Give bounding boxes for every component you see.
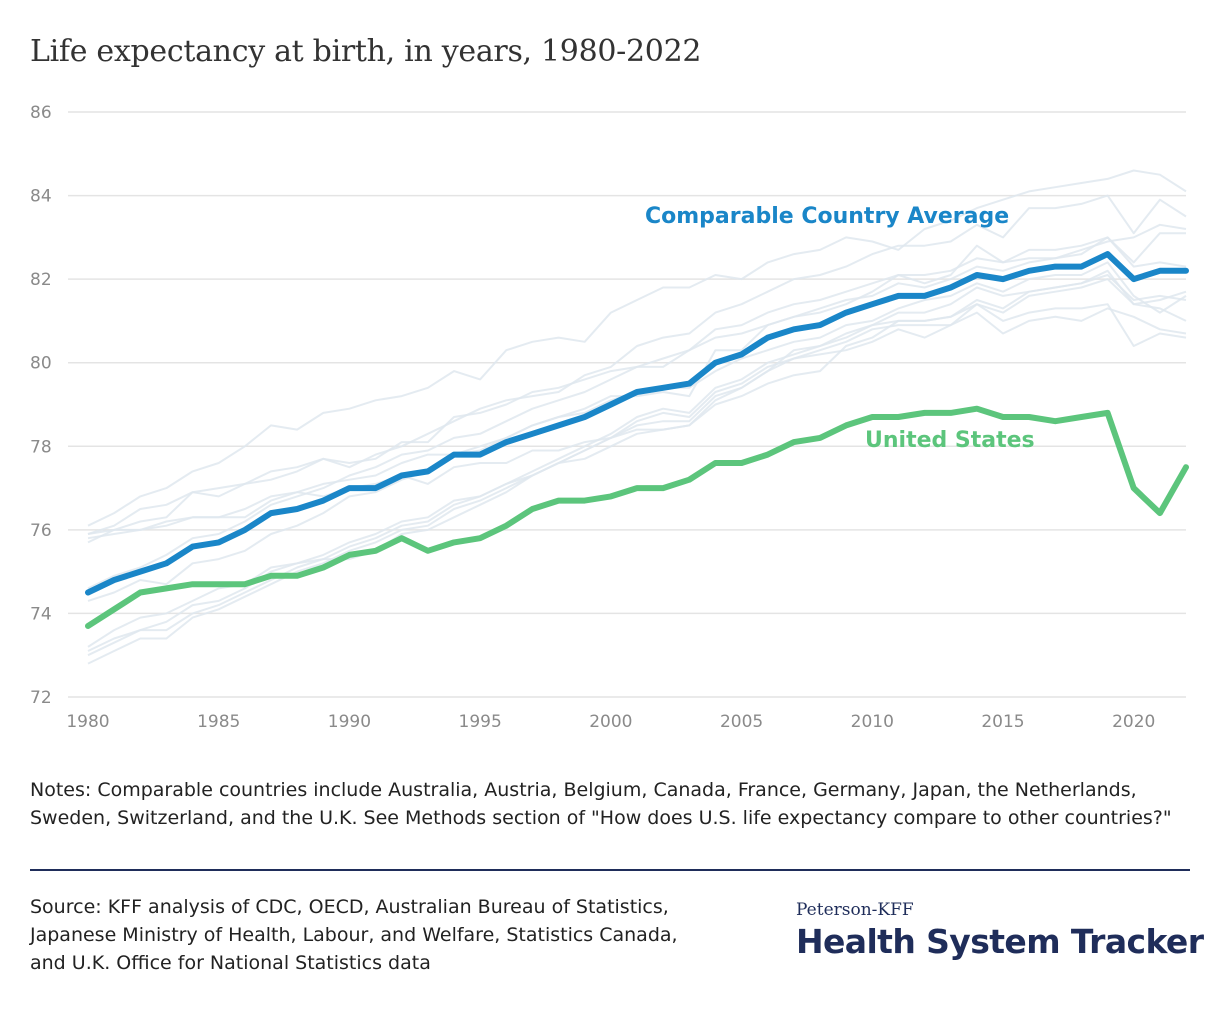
main-series-lines bbox=[85, 251, 1189, 629]
x-tick-label: 1990 bbox=[328, 712, 371, 732]
y-axis: 72 74 76 78 80 82 84 86 bbox=[30, 103, 52, 708]
background-country-line-8 bbox=[87, 232, 1186, 535]
chart-notes: Notes: Comparable countries include Aust… bbox=[30, 779, 1172, 829]
chart-source: Source: KFF analysis of CDC, OECD, Austr… bbox=[30, 896, 678, 974]
background-country-line-5 bbox=[87, 307, 1187, 652]
x-tick-label: 1980 bbox=[66, 712, 109, 732]
background-country-line-6 bbox=[87, 169, 1187, 527]
y-tick-label: 76 bbox=[30, 521, 52, 541]
background-country-line-2 bbox=[87, 274, 1187, 657]
x-tick-label: 1985 bbox=[197, 712, 240, 732]
x-tick-label: 2000 bbox=[589, 712, 632, 732]
x-tick-label: 1995 bbox=[459, 712, 502, 732]
y-tick-label: 72 bbox=[30, 688, 52, 708]
series-label-us: United States bbox=[865, 428, 1035, 453]
background-country-line-3 bbox=[87, 261, 1187, 540]
x-tick-label: 2005 bbox=[720, 712, 763, 732]
background-country-line-1 bbox=[87, 278, 1187, 665]
logo-health-system-tracker: Health System Tracker bbox=[796, 922, 1204, 961]
y-tick-label: 78 bbox=[30, 437, 52, 457]
united-states-line bbox=[85, 405, 1189, 629]
background-country-lines bbox=[87, 169, 1187, 665]
y-tick-label: 84 bbox=[30, 187, 52, 207]
x-tick-label: 2015 bbox=[981, 712, 1024, 732]
x-axis: 1980 1985 1990 1995 2000 2005 2010 2015 2020 bbox=[66, 712, 1155, 732]
series-label-comparable: Comparable Country Average bbox=[645, 204, 1009, 229]
comparable-country-average-line bbox=[85, 251, 1189, 596]
background-country-line-10 bbox=[87, 303, 1187, 648]
grid-lines bbox=[68, 111, 1186, 698]
y-tick-label: 82 bbox=[30, 270, 52, 290]
x-tick-label: 2020 bbox=[1112, 712, 1155, 732]
background-country-line-4 bbox=[87, 236, 1187, 602]
x-tick-label: 2010 bbox=[851, 712, 894, 732]
y-tick-label: 86 bbox=[30, 103, 52, 123]
logo-peterson-kff: Peterson-KFF bbox=[796, 900, 914, 920]
chart-title: Life expectancy at birth, in years, 1980… bbox=[30, 34, 702, 69]
y-tick-label: 80 bbox=[30, 354, 52, 374]
y-tick-label: 74 bbox=[30, 604, 52, 624]
background-country-line-9 bbox=[87, 194, 1187, 544]
background-country-line-7 bbox=[87, 269, 1187, 535]
line-chart: 72 74 76 78 80 82 84 86 1980 1985 1990 1995 2000 200… bbox=[30, 103, 1189, 732]
divider bbox=[30, 869, 1190, 871]
